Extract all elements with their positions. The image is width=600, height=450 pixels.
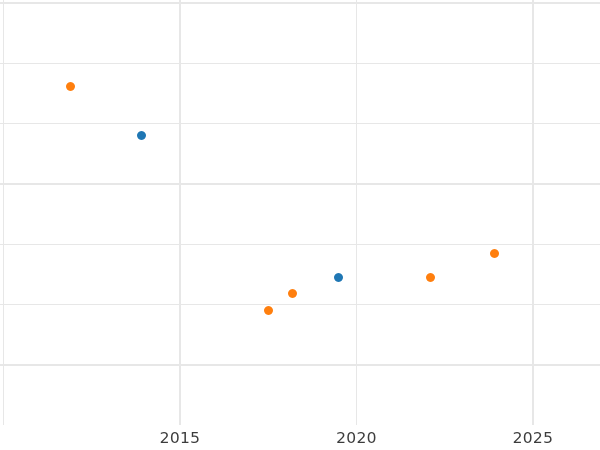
gridline-y-1 (0, 364, 600, 366)
gridline-y-5 (0, 122, 600, 125)
gridline-y-7 (0, 2, 600, 4)
x-tick-label-2025: 2025 (512, 429, 554, 447)
data-point-blue-series-1 (334, 273, 344, 282)
gridline-y-2 (0, 303, 600, 306)
gridline-x-2010 (2, 0, 5, 425)
data-point-orange-series-0 (66, 81, 76, 91)
data-point-blue-series-0 (136, 130, 146, 140)
data-point-orange-series-2 (288, 288, 298, 298)
gridline-y-3 (0, 243, 600, 246)
gridline-x-2025 (532, 0, 534, 425)
x-tick-label-2015: 2015 (159, 429, 201, 447)
data-point-orange-series-1 (263, 306, 273, 316)
plot-area (0, 0, 600, 425)
data-point-orange-series-3 (426, 273, 436, 282)
gridline-x-2015 (179, 0, 181, 425)
data-point-orange-series-4 (489, 249, 499, 259)
gridline-y-4 (0, 183, 600, 185)
x-tick-label-2020: 2020 (336, 429, 377, 447)
gridline-y-6 (0, 62, 600, 65)
gridline-x-2020 (355, 0, 358, 425)
